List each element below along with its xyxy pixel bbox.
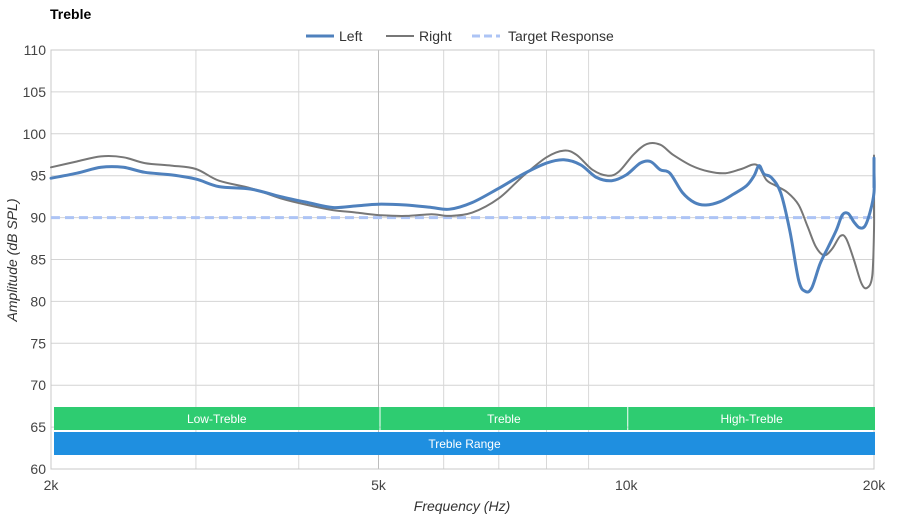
y-axis-label: Amplitude (dB SPL) bbox=[4, 199, 20, 323]
band-label: Treble Range bbox=[428, 437, 501, 451]
y-tick-label: 60 bbox=[30, 461, 46, 477]
y-tick-label: 70 bbox=[30, 377, 46, 393]
band-treble-range bbox=[54, 432, 875, 455]
x-tick-label: 20k bbox=[863, 477, 887, 493]
x-tick-label: 10k bbox=[615, 477, 639, 493]
band-high-treble bbox=[628, 407, 875, 430]
series-line-left bbox=[49, 156, 876, 294]
y-tick-label: 85 bbox=[30, 252, 46, 268]
chart-title: Treble bbox=[50, 6, 91, 22]
x-axis-label: Frequency (Hz) bbox=[414, 498, 510, 514]
y-tick-label: 75 bbox=[30, 335, 46, 351]
x-tick-label: 5k bbox=[371, 477, 387, 493]
series-lines bbox=[49, 141, 876, 294]
legend-label-right: Right bbox=[419, 28, 452, 44]
frequency-bands: Low-Treble Treble High-Treble Treble Range bbox=[54, 407, 875, 455]
y-tick-label: 80 bbox=[30, 293, 46, 309]
y-tick-label: 110 bbox=[24, 42, 47, 58]
band-label: Treble bbox=[487, 412, 521, 426]
legend: Left Right Target Response bbox=[306, 28, 614, 44]
band-low-treble bbox=[54, 407, 380, 430]
y-tick-label: 90 bbox=[30, 210, 46, 226]
y-tick-labels: 60 65 70 75 80 85 90 95 100 105 110 bbox=[23, 42, 47, 477]
legend-label-target: Target Response bbox=[508, 28, 614, 44]
grid bbox=[50, 49, 875, 470]
y-tick-label: 65 bbox=[30, 419, 46, 435]
band-label: High-Treble bbox=[721, 412, 784, 426]
legend-label-left: Left bbox=[339, 28, 362, 44]
band-label: Low-Treble bbox=[187, 412, 247, 426]
y-tick-label: 95 bbox=[30, 168, 46, 184]
y-tick-label: 100 bbox=[23, 126, 47, 142]
x-tick-label: 2k bbox=[44, 477, 60, 493]
series-line-right bbox=[50, 141, 876, 290]
band-treble bbox=[380, 407, 628, 430]
y-tick-label: 105 bbox=[23, 84, 47, 100]
x-tick-labels: 2k 5k 10k 20k bbox=[44, 477, 887, 493]
